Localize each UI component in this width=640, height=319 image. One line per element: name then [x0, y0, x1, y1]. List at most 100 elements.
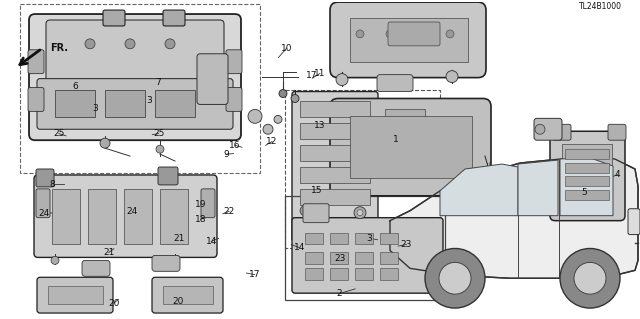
Text: 12: 12	[266, 137, 278, 146]
FancyBboxPatch shape	[28, 87, 44, 111]
Bar	[385, 109, 425, 127]
Ellipse shape	[165, 39, 175, 49]
Bar	[124, 189, 152, 243]
Bar	[160, 189, 188, 243]
Bar	[562, 144, 612, 208]
Ellipse shape	[425, 249, 485, 308]
Text: 20: 20	[172, 297, 184, 306]
Text: 25: 25	[153, 129, 164, 138]
Polygon shape	[440, 164, 518, 216]
Bar	[355, 252, 373, 264]
FancyBboxPatch shape	[46, 20, 224, 83]
Text: 3: 3	[147, 96, 152, 105]
Ellipse shape	[85, 39, 95, 49]
Bar	[565, 176, 609, 186]
Text: 17: 17	[249, 270, 260, 279]
Ellipse shape	[357, 210, 363, 216]
Text: 5: 5	[582, 188, 587, 197]
FancyBboxPatch shape	[37, 277, 113, 313]
Bar	[565, 190, 609, 200]
Text: 9: 9	[223, 150, 228, 159]
Ellipse shape	[274, 115, 282, 123]
Bar	[88, 189, 116, 243]
Bar	[305, 268, 323, 280]
Polygon shape	[390, 156, 638, 278]
Text: 14: 14	[205, 237, 217, 246]
Text: 16: 16	[229, 141, 241, 150]
Bar	[380, 252, 398, 264]
Ellipse shape	[248, 109, 262, 123]
FancyBboxPatch shape	[628, 209, 640, 234]
Bar	[55, 90, 95, 117]
Text: 24: 24	[38, 209, 49, 218]
Text: 21: 21	[173, 234, 185, 243]
Bar	[285, 196, 445, 300]
Ellipse shape	[100, 138, 110, 148]
Ellipse shape	[416, 30, 424, 38]
FancyBboxPatch shape	[103, 10, 125, 26]
Text: 21: 21	[103, 248, 115, 257]
FancyBboxPatch shape	[36, 189, 50, 218]
FancyBboxPatch shape	[158, 167, 178, 185]
Ellipse shape	[336, 74, 348, 85]
FancyBboxPatch shape	[152, 256, 180, 271]
FancyBboxPatch shape	[377, 75, 413, 92]
Ellipse shape	[300, 206, 310, 216]
Bar	[300, 123, 370, 139]
Ellipse shape	[439, 263, 471, 294]
Text: 24: 24	[127, 207, 138, 216]
Text: 20: 20	[108, 299, 120, 308]
Text: 4: 4	[615, 170, 620, 179]
Bar	[380, 268, 398, 280]
FancyBboxPatch shape	[82, 260, 110, 276]
Ellipse shape	[125, 39, 135, 49]
Bar	[565, 163, 609, 173]
FancyBboxPatch shape	[36, 169, 54, 187]
Text: 1: 1	[393, 136, 398, 145]
FancyBboxPatch shape	[378, 100, 432, 178]
Bar	[330, 233, 348, 244]
Bar	[300, 101, 370, 117]
Bar	[330, 252, 348, 264]
Ellipse shape	[170, 11, 180, 21]
Text: FR.: FR.	[50, 43, 68, 53]
Ellipse shape	[291, 94, 299, 102]
FancyBboxPatch shape	[534, 118, 562, 140]
Ellipse shape	[51, 256, 59, 264]
Text: 11: 11	[314, 69, 326, 78]
Ellipse shape	[446, 30, 454, 38]
FancyBboxPatch shape	[550, 131, 625, 221]
Text: 7: 7	[156, 78, 161, 87]
Ellipse shape	[263, 124, 273, 134]
Ellipse shape	[386, 30, 394, 38]
FancyBboxPatch shape	[330, 2, 486, 78]
Bar	[350, 18, 468, 62]
Text: 18: 18	[195, 215, 206, 224]
Bar	[52, 189, 80, 243]
Text: 8: 8	[50, 180, 55, 189]
FancyBboxPatch shape	[553, 124, 571, 140]
FancyBboxPatch shape	[303, 204, 329, 223]
Text: 3: 3	[367, 234, 372, 243]
Ellipse shape	[356, 30, 364, 38]
Text: 2: 2	[337, 289, 342, 298]
Text: 15: 15	[311, 186, 323, 195]
Text: 17: 17	[307, 71, 317, 80]
Ellipse shape	[535, 124, 545, 134]
Bar	[385, 133, 425, 151]
Bar	[565, 149, 609, 159]
FancyBboxPatch shape	[152, 277, 223, 313]
Bar	[350, 116, 472, 178]
Text: 13: 13	[314, 121, 326, 130]
FancyBboxPatch shape	[608, 124, 626, 140]
Text: 25: 25	[53, 129, 65, 138]
Bar	[300, 189, 370, 205]
Text: TL24B1000: TL24B1000	[579, 2, 622, 11]
Text: 14: 14	[294, 243, 305, 252]
Bar	[305, 252, 323, 264]
Bar	[355, 233, 373, 244]
Bar	[330, 268, 348, 280]
Polygon shape	[518, 160, 558, 216]
FancyBboxPatch shape	[201, 189, 215, 218]
Ellipse shape	[156, 145, 164, 153]
